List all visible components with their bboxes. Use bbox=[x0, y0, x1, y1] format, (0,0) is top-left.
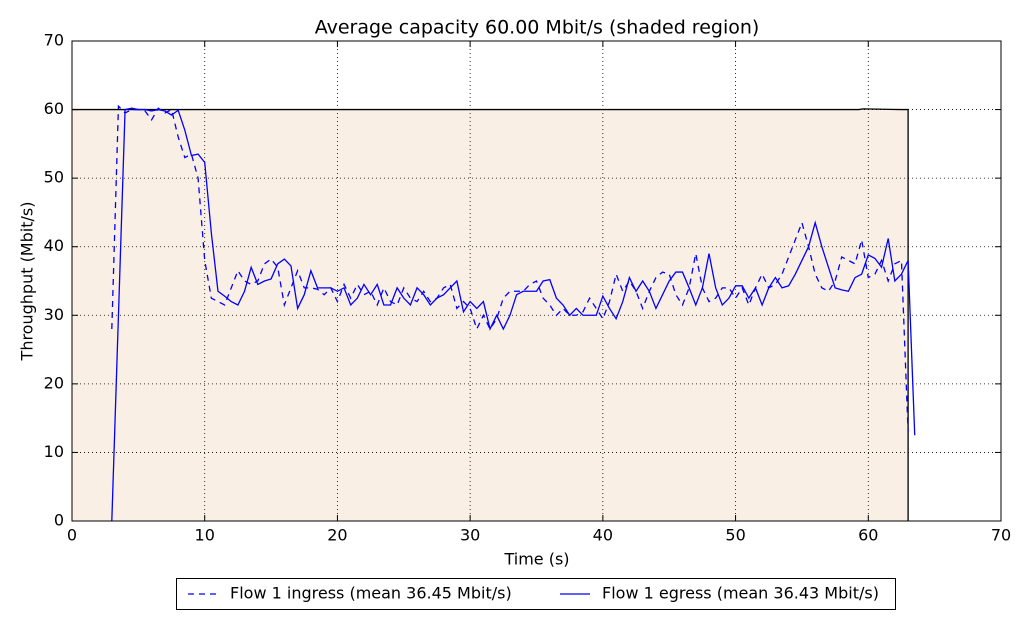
plot-area bbox=[71, 40, 1002, 522]
y-axis-label: Throughput (Mbit/s) bbox=[18, 202, 37, 362]
x-tick-label: 50 bbox=[725, 526, 745, 545]
series-line bbox=[111, 107, 916, 522]
x-tick-label: 0 bbox=[67, 526, 77, 545]
chart-title: Average capacity 60.00 Mbit/s (shaded re… bbox=[315, 17, 760, 39]
legend-items: Flow 1 ingress (mean 36.45 Mbit/s) Flow 1… bbox=[188, 584, 879, 603]
x-tick-label: 70 bbox=[991, 526, 1011, 545]
legend-label: Flow 1 egress (mean 36.43 Mbit/s) bbox=[602, 584, 879, 603]
capacity-area bbox=[72, 108, 909, 521]
y-tick-label: 10 bbox=[44, 442, 64, 461]
plot-frame bbox=[71, 40, 1002, 522]
y-tick-label: 60 bbox=[44, 99, 64, 118]
x-tick-label: 30 bbox=[460, 526, 480, 545]
y-tick-label: 0 bbox=[54, 511, 64, 530]
y-tick-label: 30 bbox=[44, 305, 64, 324]
x-axis-label: Time (s) bbox=[503, 550, 569, 569]
y-tick-label: 70 bbox=[44, 31, 64, 50]
legend bbox=[176, 578, 896, 610]
x-tick-label: 10 bbox=[195, 526, 215, 545]
y-tick-label: 20 bbox=[44, 373, 64, 392]
y-tick-label: 40 bbox=[44, 236, 64, 255]
x-tick-label: 60 bbox=[858, 526, 878, 545]
y-tick-label: 50 bbox=[44, 168, 64, 187]
legend-label: Flow 1 ingress (mean 36.45 Mbit/s) bbox=[230, 584, 512, 603]
x-tick-label: 20 bbox=[327, 526, 347, 545]
x-tick-label: 40 bbox=[593, 526, 613, 545]
